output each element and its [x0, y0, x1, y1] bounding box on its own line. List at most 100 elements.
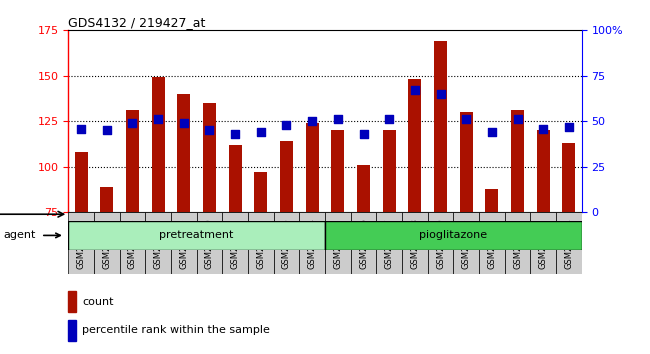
Bar	[222, 30, 248, 212]
Text: GSM201836: GSM201836	[359, 218, 368, 269]
Text: pretreatment: pretreatment	[159, 230, 234, 240]
Text: GSM201544: GSM201544	[128, 218, 137, 269]
Bar	[351, 30, 376, 212]
Bar	[100, 187, 113, 212]
Bar	[126, 110, 139, 212]
Bar	[171, 212, 196, 274]
Bar	[357, 165, 370, 212]
Bar	[460, 112, 473, 212]
Text: GSM201542: GSM201542	[77, 218, 86, 269]
Text: GSM201545: GSM201545	[153, 218, 162, 269]
Bar	[120, 212, 146, 274]
Bar	[171, 30, 196, 212]
Point	[564, 124, 574, 130]
Text: GSM201833: GSM201833	[282, 218, 291, 269]
Point	[204, 127, 214, 133]
Bar	[68, 212, 94, 274]
Point	[307, 118, 317, 124]
Point	[101, 127, 112, 133]
Text: GSM201834: GSM201834	[307, 218, 317, 269]
Bar	[351, 212, 376, 274]
Bar	[229, 145, 242, 212]
Bar	[505, 30, 530, 212]
Point	[76, 126, 86, 131]
Bar	[94, 30, 120, 212]
Bar	[556, 30, 582, 212]
Point	[461, 116, 471, 122]
Point	[538, 126, 549, 131]
Point	[358, 131, 369, 137]
Bar	[402, 212, 428, 274]
Bar	[479, 30, 505, 212]
Point	[333, 116, 343, 122]
Bar	[254, 172, 267, 212]
Bar	[248, 30, 274, 212]
Bar	[146, 30, 171, 212]
Bar	[203, 103, 216, 212]
Text: GSM201830: GSM201830	[205, 218, 214, 269]
Bar	[428, 30, 454, 212]
Bar	[196, 212, 222, 274]
Bar	[75, 152, 88, 212]
Bar	[274, 30, 299, 212]
Bar	[94, 212, 120, 274]
Text: GSM201840: GSM201840	[462, 218, 471, 269]
Text: GSM201837: GSM201837	[385, 218, 394, 269]
Bar	[280, 141, 293, 212]
Bar	[428, 212, 454, 274]
Bar	[300, 30, 325, 212]
Point	[512, 116, 523, 122]
Bar	[486, 189, 499, 212]
Bar	[151, 78, 164, 212]
Text: GSM201832: GSM201832	[256, 218, 265, 269]
Bar	[530, 212, 556, 274]
Bar	[306, 123, 318, 212]
Bar	[325, 30, 351, 212]
Bar	[248, 212, 274, 274]
Bar	[300, 212, 325, 274]
Point	[153, 116, 163, 122]
Text: GSM201841: GSM201841	[488, 218, 497, 269]
Bar	[196, 30, 222, 212]
Bar	[376, 212, 402, 274]
Point	[230, 131, 240, 137]
Bar	[325, 221, 582, 250]
Bar	[68, 30, 94, 212]
Text: GSM201844: GSM201844	[564, 218, 573, 269]
Bar	[332, 130, 344, 212]
Point	[384, 116, 395, 122]
Text: percentile rank within the sample: percentile rank within the sample	[83, 325, 270, 335]
Point	[436, 91, 446, 97]
Point	[281, 122, 292, 128]
Bar	[383, 130, 396, 212]
Text: agent: agent	[3, 230, 36, 240]
Bar	[402, 30, 428, 212]
Bar	[68, 291, 76, 312]
Bar	[479, 212, 505, 274]
Point	[179, 120, 189, 126]
Bar	[454, 212, 479, 274]
Point	[487, 129, 497, 135]
Text: GSM201838: GSM201838	[410, 218, 419, 269]
Bar	[274, 212, 299, 274]
Bar	[556, 212, 582, 274]
Bar	[325, 212, 351, 274]
Bar	[434, 41, 447, 212]
Bar	[562, 143, 575, 212]
Bar	[408, 79, 421, 212]
Bar	[537, 130, 550, 212]
Bar	[454, 30, 479, 212]
Text: GSM201843: GSM201843	[539, 218, 548, 269]
Bar	[68, 320, 76, 341]
Bar	[505, 212, 530, 274]
Text: count: count	[83, 297, 114, 307]
Bar	[177, 94, 190, 212]
Text: GDS4132 / 219427_at: GDS4132 / 219427_at	[68, 16, 205, 29]
Text: pioglitazone: pioglitazone	[419, 230, 488, 240]
Bar	[222, 212, 248, 274]
Bar	[376, 30, 402, 212]
Point	[127, 120, 138, 126]
Point	[410, 87, 420, 93]
Text: GSM201835: GSM201835	[333, 218, 343, 269]
Text: GSM201831: GSM201831	[231, 218, 240, 269]
